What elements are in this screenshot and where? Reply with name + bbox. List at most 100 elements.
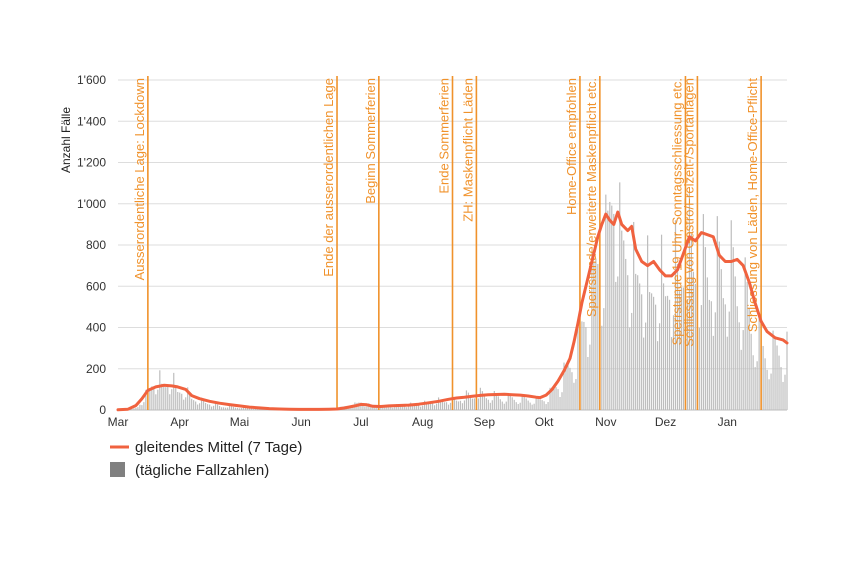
daily-bar xyxy=(141,405,143,410)
daily-bar xyxy=(756,361,758,410)
daily-bar xyxy=(230,406,233,410)
daily-bar xyxy=(246,407,249,410)
daily-bar xyxy=(360,402,362,410)
daily-bar xyxy=(537,397,539,410)
daily-bar xyxy=(569,367,571,410)
daily-bar xyxy=(651,293,653,410)
daily-bar xyxy=(135,407,137,410)
daily-bar xyxy=(531,404,533,410)
daily-bar xyxy=(193,400,195,410)
daily-bar xyxy=(778,355,780,410)
daily-bar xyxy=(165,387,167,410)
daily-bar xyxy=(501,401,503,410)
event-lines: Ausserordentliche Lage: Lockdown Ende der… xyxy=(132,76,762,410)
daily-bar xyxy=(587,356,589,410)
x-tick-label: Jul xyxy=(353,415,368,429)
daily-bar xyxy=(430,403,432,410)
x-tick-label: Jun xyxy=(291,415,310,429)
daily-bar xyxy=(370,404,372,410)
daily-bar xyxy=(447,404,450,410)
daily-bar xyxy=(497,396,499,410)
daily-bar xyxy=(151,386,153,410)
daily-bar xyxy=(461,403,464,410)
daily-bar xyxy=(714,312,716,410)
daily-bar xyxy=(553,386,555,410)
y-tick-labels: 0 200 400 600 800 1'000 1'200 1'400 1'600 xyxy=(77,73,106,417)
x-tick-label: Apr xyxy=(170,415,189,429)
daily-bar xyxy=(595,258,597,410)
daily-bar xyxy=(205,402,207,410)
daily-bar xyxy=(762,345,764,410)
event-label: ZH: Maskenpflicht Läden xyxy=(460,78,475,222)
daily-bar xyxy=(533,403,535,410)
daily-bar xyxy=(197,404,199,410)
daily-bar xyxy=(155,394,157,410)
x-tick-label: Mar xyxy=(108,415,129,429)
daily-bar xyxy=(786,331,788,410)
daily-bar xyxy=(639,283,641,410)
daily-bar xyxy=(517,404,519,410)
daily-bar xyxy=(690,233,693,410)
daily-bar xyxy=(561,392,563,410)
y-tick-label: 0 xyxy=(99,403,106,417)
daily-bar xyxy=(629,327,631,410)
daily-bar xyxy=(557,389,559,410)
daily-bar xyxy=(674,220,677,410)
daily-bar xyxy=(627,275,629,410)
daily-bar xyxy=(752,355,754,410)
daily-bar xyxy=(424,400,426,410)
daily-bar xyxy=(489,402,491,410)
daily-bar xyxy=(232,406,235,410)
daily-bar xyxy=(688,191,691,410)
daily-bar xyxy=(625,258,627,410)
daily-bar xyxy=(248,408,251,410)
x-tick-label: Jan xyxy=(718,415,737,429)
daily-bar xyxy=(702,214,704,410)
daily-bar xyxy=(611,205,613,410)
daily-bar xyxy=(376,406,378,410)
daily-bar xyxy=(252,408,254,410)
daily-bar xyxy=(220,407,223,410)
daily-bar xyxy=(704,247,706,410)
daily-bar xyxy=(668,299,671,410)
daily-bar xyxy=(199,403,201,410)
daily-bar xyxy=(388,406,390,410)
legend: gleitendes Mittel (7 Tage) (tägliche Fal… xyxy=(110,439,302,479)
daily-bar xyxy=(680,287,683,410)
daily-bar xyxy=(218,406,221,410)
daily-bar xyxy=(511,397,513,410)
daily-bar xyxy=(422,405,424,410)
daily-bar xyxy=(613,213,615,410)
daily-bar xyxy=(364,406,366,410)
daily-bar xyxy=(645,322,647,410)
daily-bar xyxy=(593,262,595,410)
daily-bar xyxy=(394,407,396,410)
daily-bar xyxy=(216,404,219,410)
daily-bar xyxy=(431,403,434,410)
daily-bar xyxy=(481,391,483,410)
daily-bar xyxy=(366,406,368,410)
daily-bar xyxy=(179,392,181,410)
daily-bar xyxy=(672,315,675,410)
daily-bar xyxy=(784,374,786,410)
daily-bar xyxy=(653,296,655,410)
event-label: Sperrstunde 19 Uhr, Sonntagsschliessung … xyxy=(669,78,684,345)
daily-bar xyxy=(545,404,547,410)
daily-bar xyxy=(133,408,135,410)
daily-bar xyxy=(513,399,515,410)
daily-bar xyxy=(459,400,462,410)
daily-bar xyxy=(774,337,776,410)
daily-bar xyxy=(662,283,665,410)
daily-bar xyxy=(563,362,565,410)
y-tick-label: 1'400 xyxy=(77,114,106,128)
daily-bar xyxy=(776,345,778,410)
daily-bar xyxy=(453,398,456,410)
daily-bar xyxy=(573,382,575,410)
daily-bar xyxy=(643,337,645,410)
daily-bar xyxy=(131,408,133,410)
daily-bar xyxy=(521,394,523,410)
daily-bar xyxy=(519,402,521,410)
daily-bar xyxy=(449,402,452,410)
daily-bar xyxy=(244,406,247,410)
y-tick-label: 800 xyxy=(86,238,106,252)
